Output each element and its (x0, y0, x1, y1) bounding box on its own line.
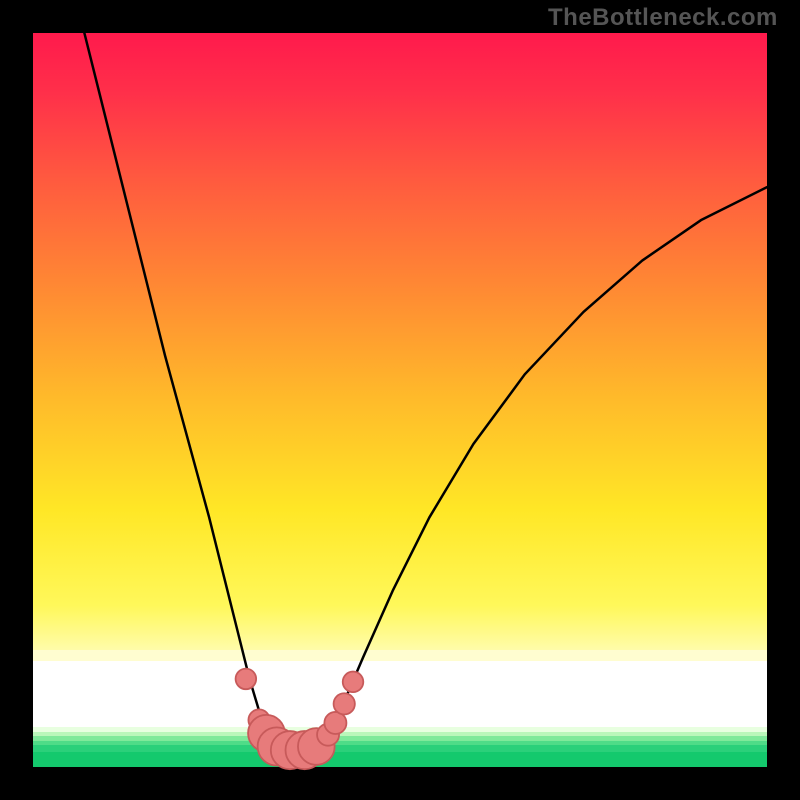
curve-marker (236, 669, 257, 690)
bottleneck-curve (84, 33, 767, 765)
curve-marker (334, 693, 355, 714)
watermark-text: TheBottleneck.com (548, 4, 778, 32)
chart-svg (0, 0, 800, 800)
curve-marker (343, 672, 364, 693)
